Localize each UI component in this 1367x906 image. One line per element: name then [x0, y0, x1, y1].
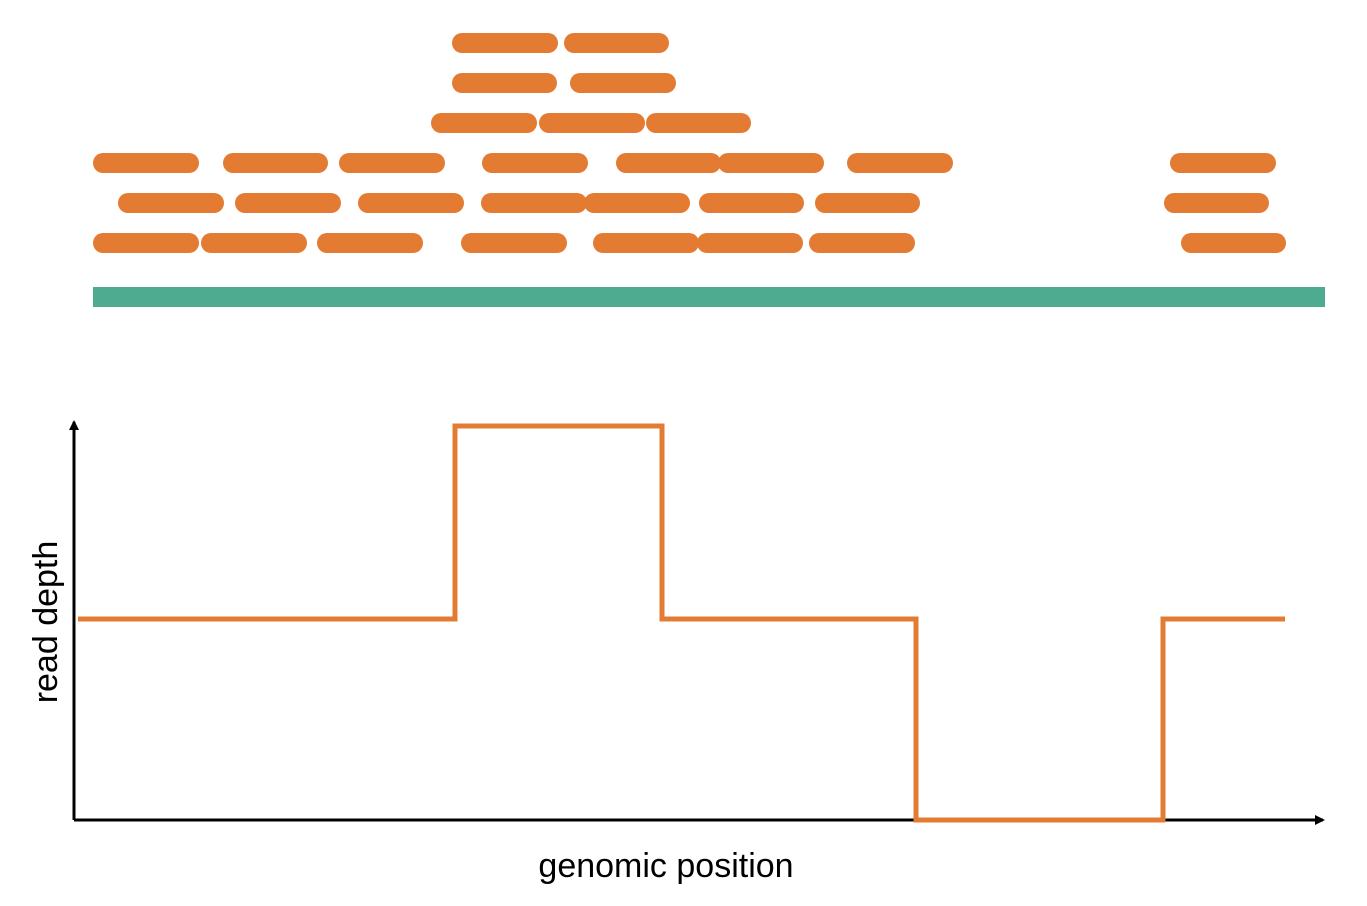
read-depth-line [78, 423, 1285, 823]
reads-pileup [93, 33, 1286, 253]
reference-genome-bar [93, 287, 1325, 307]
x-axis-label: genomic position [538, 847, 793, 885]
y-axis-label: read depth [27, 541, 65, 704]
